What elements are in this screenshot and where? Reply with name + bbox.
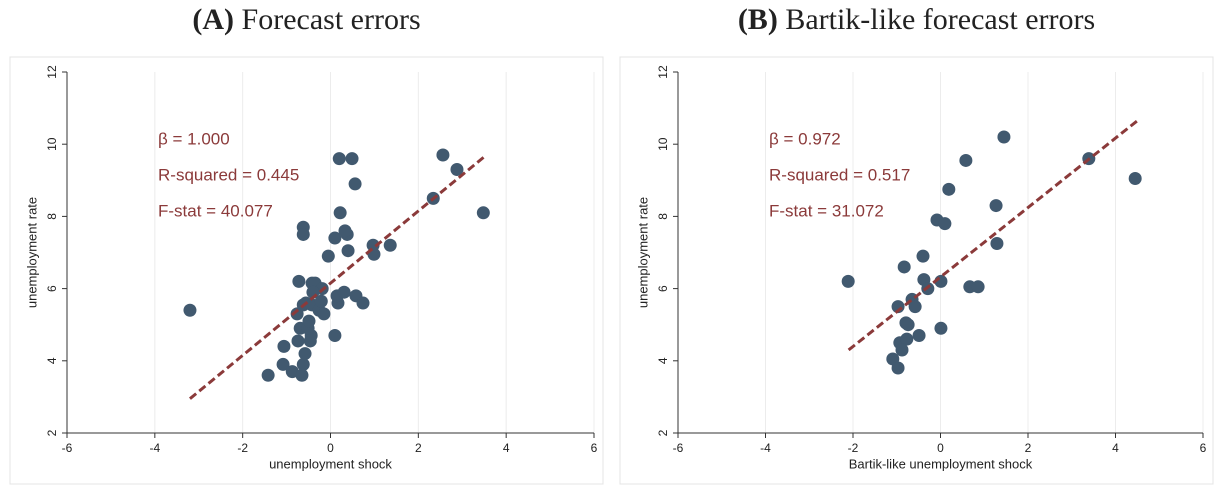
point [296,227,310,241]
point [328,231,342,245]
fit-line [847,119,1139,352]
x-axis-label: unemployment shock [269,456,392,471]
panel-title-text: Bartik-like forecast errors [785,3,1095,36]
x-axis-label: Bartik-like unemployment shock [849,456,1033,471]
y-tick-label: 4 [45,357,59,364]
x-tick-label: 4 [503,441,510,455]
point [292,274,306,288]
y-tick-label: 8 [656,213,670,220]
point [959,153,973,167]
point [383,238,397,252]
point [314,294,328,308]
point [332,152,346,166]
point [321,249,335,263]
annotation: R-squared = 0.445 [158,165,299,184]
x-tick-label: 0 [327,441,334,455]
point [938,217,952,231]
fit-line [189,155,486,400]
x-tick-label: 2 [415,441,422,455]
x-tick-label: -2 [237,441,248,455]
x-tick-label: 4 [1112,441,1119,455]
y-axis-label: unemployment rate [635,197,650,308]
y-tick-label: 2 [656,429,670,436]
panel-title: (B) Bartik-like forecast errors [738,3,1095,36]
panel-title: (A) Forecast errors [192,3,420,36]
point [345,152,359,166]
point [328,329,342,343]
x-tick-label: -4 [760,441,771,455]
point [261,368,275,382]
point [841,274,855,288]
point [296,357,310,371]
y-tick-label: 2 [45,429,59,436]
x-tick-label: 6 [1200,441,1207,455]
point [302,314,316,328]
x-tick-label: 2 [1025,441,1032,455]
point [934,321,948,335]
y-axis-label: unemployment rate [24,197,39,308]
x-tick-label: -4 [149,441,160,455]
point [183,303,197,317]
point [450,162,464,176]
annotation: β = 0.972 [769,129,841,148]
y-tick-label: 6 [45,285,59,292]
x-tick-label: 6 [591,441,598,455]
point [317,307,331,321]
point [341,244,355,258]
y-tick-label: 8 [45,213,59,220]
frame [9,56,604,485]
point [908,300,922,314]
y-tick-label: 10 [656,137,670,151]
y-tick-label: 12 [45,65,59,79]
point [295,368,309,382]
y-tick-label: 6 [656,285,670,292]
point [989,199,1003,213]
point [895,343,909,357]
point [291,334,305,348]
point [897,260,911,274]
point [348,177,362,191]
panel-label: (B) [738,3,778,36]
point [916,249,930,263]
panel: (A) Forecast errors -6 -4 -2 0 2 4 6 2 4 6 8 10 12 une… [9,3,604,485]
panel-title-text: Forecast errors [242,3,421,36]
point [942,182,956,196]
panel: (B) Bartik-like forecast errors -6 -4 -2 0 2 4… [619,3,1214,485]
x-tick-label: -6 [673,441,684,455]
annotation: β = 1.000 [158,129,230,148]
annotation: F-stat = 31.072 [769,201,884,220]
point [900,332,914,346]
frame [619,56,1214,485]
point [971,280,985,294]
point [298,347,312,361]
point [277,339,291,353]
x-tick-label: 0 [937,441,944,455]
point [990,236,1004,250]
point [912,329,926,343]
point [436,148,450,162]
y-tick-label: 4 [656,357,670,364]
point [356,296,370,310]
point [1128,171,1142,185]
annotation: F-stat = 40.077 [158,201,273,220]
point [338,224,352,238]
point [901,318,915,332]
x-tick-label: -6 [62,441,73,455]
x-tick-label: -2 [848,441,859,455]
point [476,206,490,220]
point [276,357,290,371]
panel-label: (A) [192,3,234,36]
point [337,285,351,299]
point [997,130,1011,144]
point [891,361,905,375]
point [333,206,347,220]
y-tick-label: 12 [656,65,670,79]
annotation: R-squared = 0.517 [769,165,910,184]
y-tick-label: 10 [45,137,59,151]
